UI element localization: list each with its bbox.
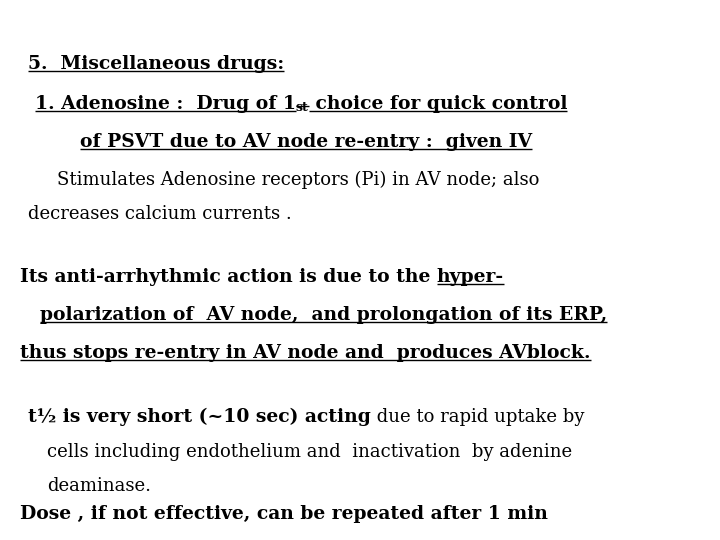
Text: choice for quick control: choice for quick control [309,95,567,113]
Text: t½ is very short (~10 sec) acting: t½ is very short (~10 sec) acting [28,408,371,426]
Text: st: st [296,101,309,114]
Text: Its anti-arrhythmic action is due to the: Its anti-arrhythmic action is due to the [20,268,437,286]
Text: Dose , if not effective, can be repeated after 1 min: Dose , if not effective, can be repeated… [20,505,548,523]
Text: due to rapid uptake by: due to rapid uptake by [371,408,584,426]
Text: polarization of  AV node,  and prolongation of its ERP,: polarization of AV node, and prolongatio… [40,306,607,324]
Text: hyper-: hyper- [437,268,504,286]
Text: of PSVT due to AV node re-entry :  given IV: of PSVT due to AV node re-entry : given … [80,133,532,151]
Text: 5.  Miscellaneous drugs:: 5. Miscellaneous drugs: [28,55,284,73]
Text: thus stops re-entry in AV node and  produces AVblock.: thus stops re-entry in AV node and produ… [20,344,590,362]
Text: cells including endothelium and  inactivation  by adenine: cells including endothelium and inactiva… [47,443,572,461]
Text: deaminase.: deaminase. [47,477,151,495]
Text: 1. Adenosine :  Drug of 1: 1. Adenosine : Drug of 1 [35,95,296,113]
Text: Stimulates Adenosine receptors (Pi) in AV node; also: Stimulates Adenosine receptors (Pi) in A… [57,171,539,189]
Text: decreases calcium currents .: decreases calcium currents . [28,205,292,223]
